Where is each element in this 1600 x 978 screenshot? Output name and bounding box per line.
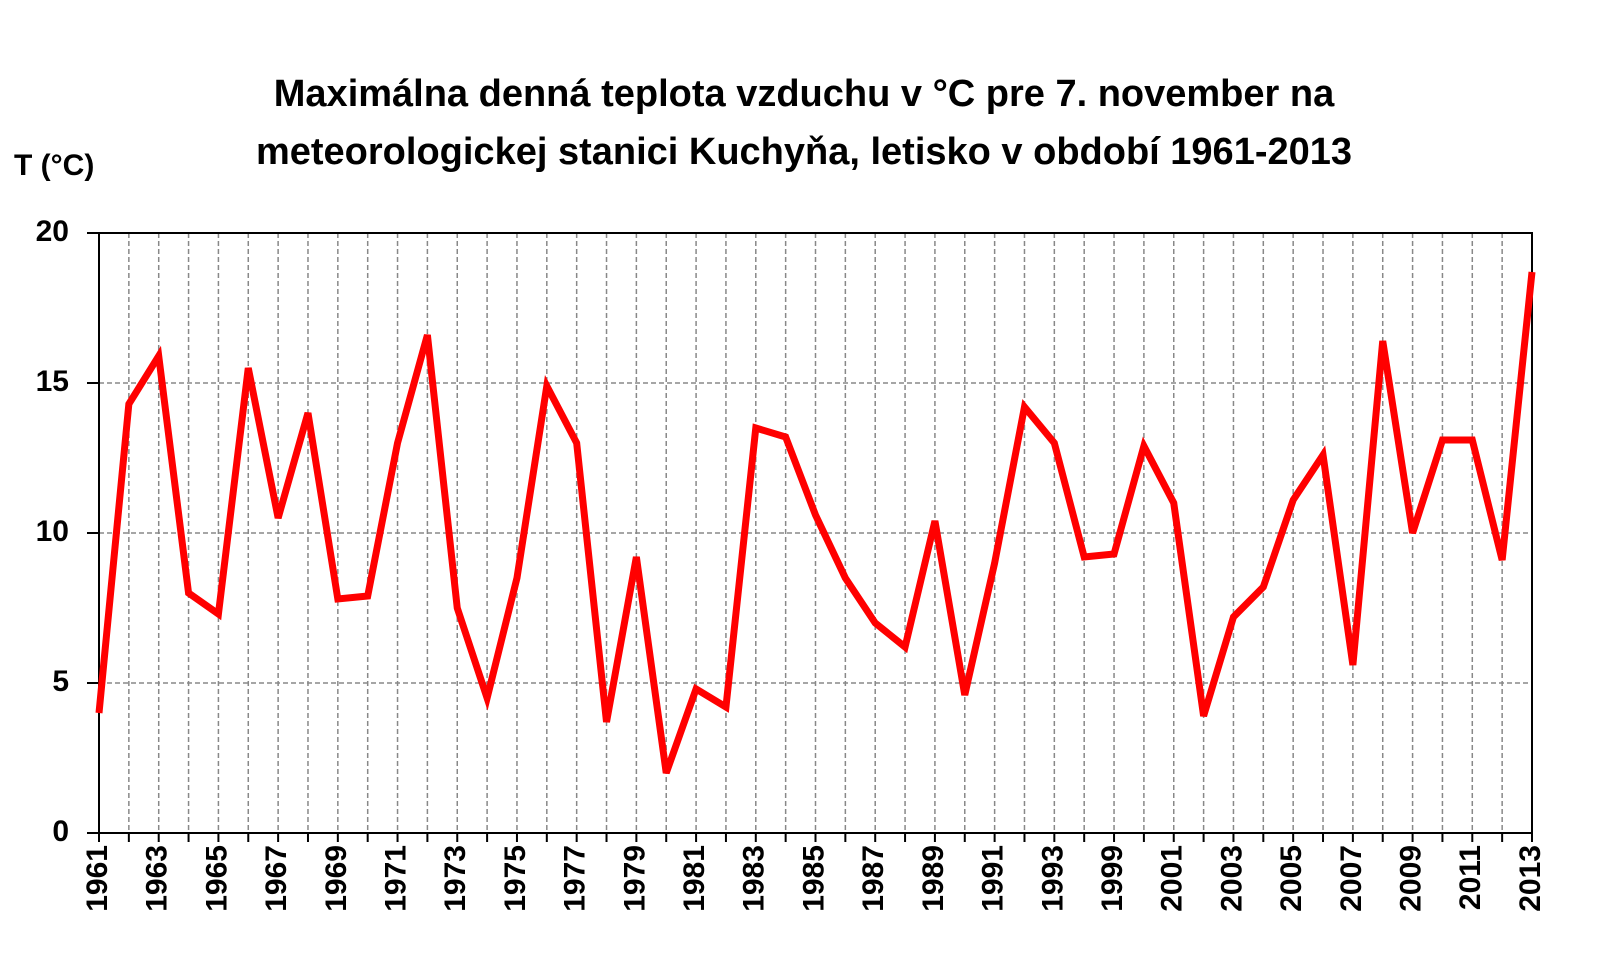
x-tick-label: 2003 [1215, 845, 1248, 912]
x-tick-label: 2007 [1335, 845, 1368, 912]
x-tick-label: 2009 [1395, 845, 1428, 912]
x-tick-label: 1983 [738, 845, 771, 912]
plot-frame [98, 232, 1533, 834]
x-tick-label: 2011 [1454, 845, 1487, 910]
x-tick-label: 1971 [379, 845, 412, 912]
x-tick-label: 1989 [917, 845, 950, 912]
x-tick-label: 1975 [499, 845, 532, 912]
x-tick-label: 1981 [678, 845, 711, 912]
x-tick-label: 2013 [1514, 845, 1547, 912]
x-tick-label: 1967 [260, 845, 293, 912]
x-tick-label: 1979 [618, 845, 651, 912]
chart-title: meteorologickej stanici Kuchyňa, letisko… [256, 131, 1352, 173]
x-tick-label: 1977 [559, 845, 592, 912]
x-tick-label: 1991 [977, 845, 1010, 912]
x-tick-label: 1965 [200, 845, 233, 912]
x-tick-label: 1963 [141, 845, 174, 912]
y-axis-label: T (°C) [14, 149, 94, 182]
x-tick-label: 1973 [439, 845, 472, 912]
x-tick-label: 1999 [1096, 845, 1129, 912]
y-tick-label: 5 [52, 665, 69, 698]
chart-title: Maximálna denná teplota vzduchu v °C pre… [274, 73, 1335, 115]
x-tick-label: 1969 [320, 845, 353, 912]
x-tick-label: 1993 [1036, 845, 1069, 912]
y-tick-label: 10 [36, 515, 69, 548]
x-tick-label: 1961 [81, 845, 114, 912]
x-tick-label: 2001 [1156, 845, 1189, 912]
data-line [95, 271, 1536, 775]
y-tick-label: 15 [36, 365, 69, 398]
x-tick-label: 1987 [857, 845, 890, 912]
x-tick-label: 2005 [1275, 845, 1308, 912]
y-tick-label: 20 [36, 215, 69, 248]
y-tick-label: 0 [52, 815, 69, 848]
x-tick-label: 1985 [797, 845, 830, 912]
